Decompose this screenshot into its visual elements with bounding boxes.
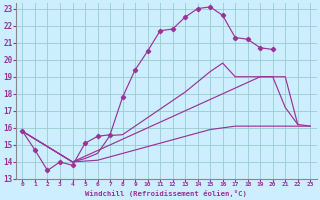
X-axis label: Windchill (Refroidissement éolien,°C): Windchill (Refroidissement éolien,°C) <box>85 190 247 197</box>
